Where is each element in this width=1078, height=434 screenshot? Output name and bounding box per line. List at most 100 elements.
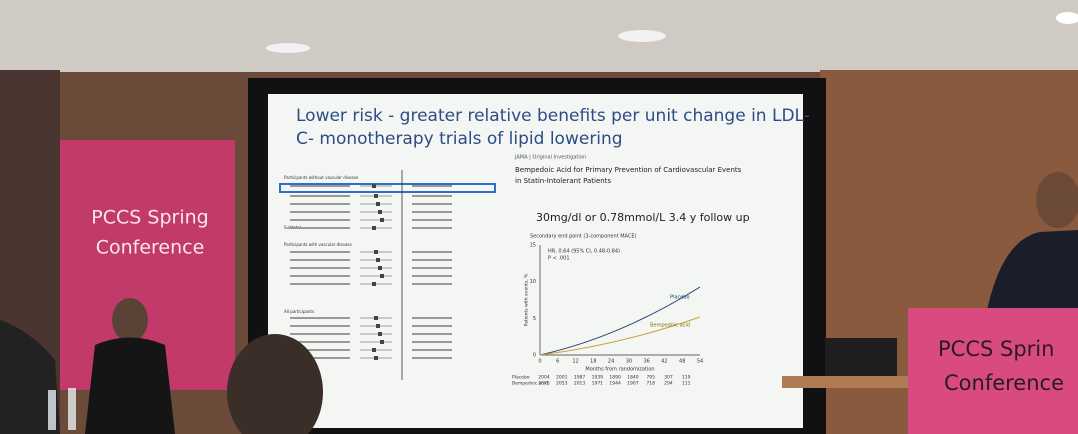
at-risk-value: 1971 [592, 381, 604, 387]
row-text [290, 195, 350, 197]
podium [908, 308, 1078, 434]
headline: in Statin-Intolerant Patients [515, 177, 611, 185]
forest-plot: Participants without vascular disease Pa… [279, 170, 496, 380]
speaker-body [985, 230, 1078, 320]
speaker-head [1036, 172, 1078, 228]
row-text [412, 325, 452, 327]
x-tick-label: 36 [643, 359, 649, 365]
water-bottle [68, 388, 76, 430]
journal: JAMA | Original Investigation [514, 155, 586, 161]
series-label: Bempedoic acid [650, 323, 690, 329]
x-tick-label: 6 [556, 359, 559, 365]
row-text [290, 219, 350, 221]
at-risk-value: 1840 [627, 375, 639, 381]
km-plot: 0 5 10 15 0 6 12 18 24 30 36 42 48 54 Months from rand… [512, 243, 703, 387]
podium-text: PCCS Sprin [938, 337, 1054, 361]
row-text [290, 203, 350, 205]
at-risk-value: 1944 [609, 381, 621, 387]
series-label: Placebo [670, 295, 690, 301]
x-axis-label: Months from randomization [585, 367, 654, 373]
y-tick-label: 0 [533, 353, 536, 359]
at-risk-value: 1939 [592, 375, 604, 381]
monitor [825, 338, 897, 376]
row-text [290, 259, 350, 261]
p-label: P < .001 [548, 256, 570, 262]
summary: 30mg/dl or 0.78mmol/L 3.4 y follow up [536, 211, 750, 224]
banner-text: Conference [96, 237, 205, 259]
at-risk-value: 2013 [574, 381, 586, 387]
row-text [290, 349, 350, 351]
water-bottle [48, 390, 56, 430]
person-head [112, 298, 148, 342]
row-text [290, 341, 350, 343]
row-text [412, 227, 452, 229]
panel-label: Secondary end point (3-component MACE) [530, 234, 637, 240]
row-text [412, 333, 452, 335]
row-text [412, 219, 452, 221]
shelf [782, 376, 912, 388]
at-risk-value: 718 [646, 381, 655, 387]
group-label: Participants without vascular disease [284, 175, 359, 180]
row-text [290, 267, 350, 269]
row-text [412, 259, 452, 261]
slide-title: C- monotherapy trials of lipid lowering [296, 129, 623, 149]
at-risk-value: 1907 [627, 381, 639, 387]
banner-text: PCCS Spring [91, 207, 208, 229]
at-risk-value: 2001 [556, 375, 568, 381]
row-text [290, 275, 350, 277]
curve [539, 286, 701, 356]
at-risk-value: 2075 [538, 381, 550, 387]
at-risk-value: 2053 [556, 381, 568, 387]
at-risk-value: 119 [682, 375, 691, 381]
y-axis-label: Patients with events, % [524, 273, 530, 326]
row-text [412, 341, 452, 343]
row-text [290, 317, 350, 319]
row-text [290, 251, 350, 253]
row-text [412, 349, 452, 351]
y-tick-label: 15 [530, 243, 536, 249]
podium-text: Conference [944, 371, 1064, 395]
row-text [412, 357, 452, 359]
headline: Bempedoic Acid for Primary Prevention of… [515, 166, 742, 174]
y-tick-label: 10 [530, 279, 536, 285]
y-tick-label: 5 [533, 316, 536, 322]
row-text [412, 267, 452, 269]
ceiling-light [266, 43, 310, 53]
slide-title: Lower risk - greater relative benefits p… [296, 106, 810, 126]
person-body [85, 337, 175, 434]
x-tick-label: 24 [608, 359, 614, 365]
ceiling-light [618, 30, 666, 42]
x-tick-label: 18 [590, 359, 596, 365]
row-text [290, 211, 350, 213]
row-text [412, 317, 452, 319]
row-text [290, 283, 350, 285]
row-text [412, 275, 452, 277]
x-tick-label: 12 [572, 359, 578, 365]
at-risk-value: 795 [646, 375, 655, 381]
row-text [412, 195, 452, 197]
ceiling [0, 0, 1078, 72]
x-tick-label: 54 [697, 359, 703, 365]
person-body [0, 320, 60, 434]
highlight-box [279, 183, 496, 193]
curve [539, 316, 701, 356]
row-text [412, 185, 452, 187]
group-label: All participants [284, 309, 314, 314]
row-text [412, 283, 452, 285]
row-text [290, 227, 350, 229]
row-text [290, 357, 350, 359]
row-text [290, 325, 350, 327]
row-text [412, 211, 452, 213]
hr-label: HR, 0.64 (95% CI, 0.48-0.84) [548, 249, 620, 255]
at-risk-value: 111 [682, 381, 691, 387]
at-risk-value: 294 [664, 381, 673, 387]
at-risk-value: 307 [664, 375, 673, 381]
ceiling-light [1056, 12, 1078, 24]
x-tick-label: 30 [626, 359, 632, 365]
row-text [412, 203, 452, 205]
at-risk-value: 1987 [574, 375, 586, 381]
row-text [290, 185, 350, 187]
group-label: Participants with vascular disease [284, 242, 352, 247]
at-risk-name: Bempedoic acid [512, 381, 548, 387]
